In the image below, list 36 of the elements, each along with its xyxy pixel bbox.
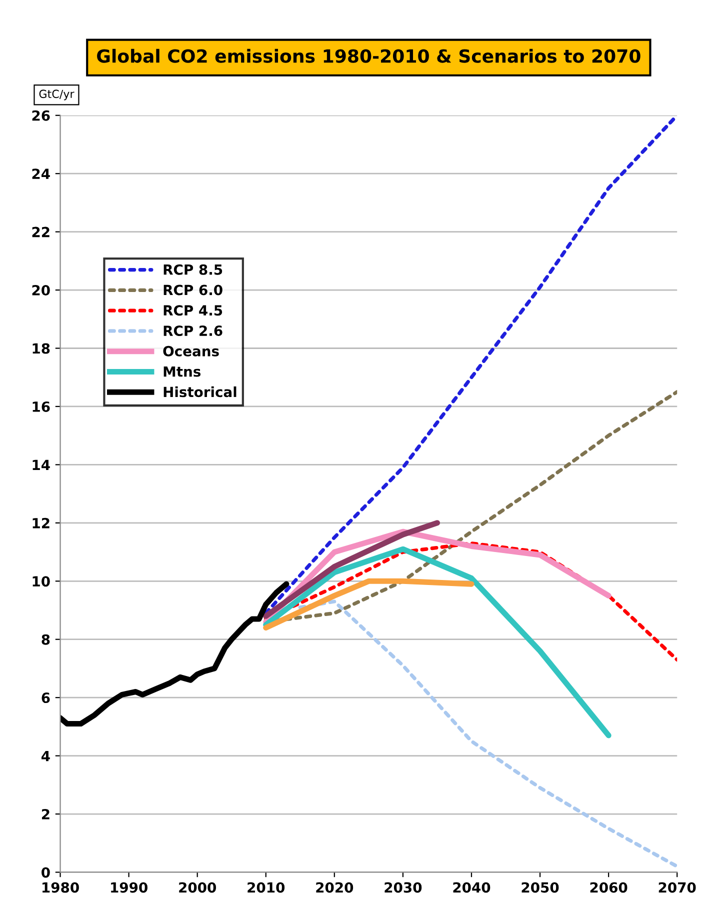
x-tick-label: 2000 [179, 882, 216, 893]
y-tick-label: 10 [32, 576, 50, 587]
x-tick-label: 2010 [248, 882, 285, 893]
x-tick-label: 1980 [42, 882, 79, 893]
x-tick-label: 2030 [384, 882, 422, 893]
y-tick-label: 20 [32, 285, 50, 296]
y-tick-label: 0 [42, 867, 50, 878]
chart-title: Global CO2 emissions 1980-2010 & Scenarios to 2070 [97, 48, 640, 63]
y-tick-label: 2 [42, 808, 50, 820]
x-tick-label: 2050 [522, 882, 559, 893]
y-tick-label: 6 [42, 692, 50, 704]
y-tick-label: 16 [32, 401, 50, 412]
y-tick-label: 8 [42, 634, 50, 645]
y-tick-label: 4 [42, 750, 50, 762]
y-axis-title: GtC/yr [39, 90, 74, 100]
line-series [264, 115, 678, 615]
x-tick-label: 2020 [316, 882, 354, 893]
y-tick-label: 24 [32, 168, 50, 179]
y-tick-label: 14 [32, 460, 50, 470]
legend-label: RCP 4.5 [164, 305, 222, 316]
legend-label: RCP 8.5 [164, 264, 222, 275]
y-tick-label: 26 [32, 110, 50, 121]
y-tick-label: 22 [32, 226, 50, 238]
legend-label: RCP 2.6 [164, 326, 222, 336]
legend-label: Mtns [164, 366, 201, 377]
line-series [264, 541, 678, 662]
legend-label: Oceans [163, 346, 219, 356]
legend-label: Historical [164, 386, 236, 398]
y-tick-label: 18 [32, 343, 50, 354]
x-tick-label: 1990 [111, 882, 148, 893]
x-tick-label: 2070 [658, 882, 696, 893]
legend-label: RCP 6.0 [164, 284, 222, 296]
x-tick-label: 2060 [590, 882, 628, 893]
y-tick-label: 12 [32, 518, 50, 528]
x-tick-label: 2040 [453, 882, 490, 893]
line-series [298, 600, 678, 868]
